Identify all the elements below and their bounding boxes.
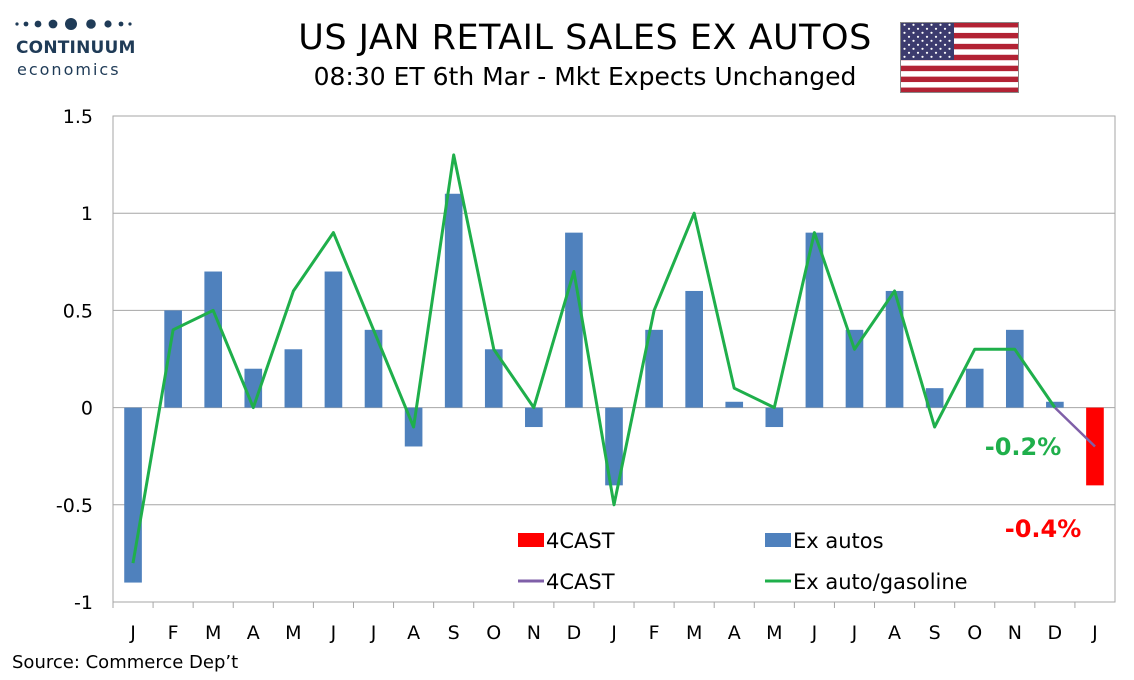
bar-ex-autos xyxy=(605,407,623,486)
bar-ex-autos xyxy=(444,193,463,408)
x-tick-label: M xyxy=(205,622,221,644)
bar-ex-autos xyxy=(364,329,383,408)
x-tick-label: D xyxy=(1048,622,1063,644)
legend-swatch xyxy=(518,533,544,547)
bar-ex-autos xyxy=(525,407,543,428)
y-tick-label: -0.5 xyxy=(56,495,93,517)
y-tick-label: -1 xyxy=(74,592,93,614)
x-tick-label: S xyxy=(929,622,941,644)
legend-label: 4CAST xyxy=(546,570,615,594)
logo-subtitle: economics xyxy=(17,60,121,79)
chart-subtitle: 08:30 ET 6th Mar - Mkt Expects Unchanged xyxy=(313,62,857,91)
x-tick-label: A xyxy=(728,622,741,644)
bar-ex-autos xyxy=(645,329,663,408)
bar-ex-autos xyxy=(1046,401,1064,408)
x-tick-label: J xyxy=(1091,622,1098,644)
chart-title: US JAN RETAIL SALES EX AUTOS xyxy=(298,18,872,58)
x-tick-label: D xyxy=(567,622,582,644)
y-tick-label: 1 xyxy=(81,203,93,225)
legend-label: 4CAST xyxy=(546,529,615,553)
x-tick-label: J xyxy=(370,622,377,644)
bar-ex-autos xyxy=(164,310,182,408)
legend-label: Ex autos xyxy=(793,529,884,553)
x-tick-label: N xyxy=(527,622,541,644)
x-tick-label: M xyxy=(766,622,782,644)
x-tick-label: O xyxy=(967,622,982,644)
logo-name: CONTINUUM xyxy=(16,38,136,58)
bar-ex-autos xyxy=(484,349,503,408)
bar-ex-autos xyxy=(725,401,744,408)
x-tick-label: A xyxy=(888,622,901,644)
bar-ex-autos xyxy=(965,368,984,408)
bar-ex-autos xyxy=(565,232,583,408)
annotation-label: -0.4% xyxy=(1005,515,1082,543)
x-tick-label: F xyxy=(168,622,179,644)
y-tick-label: 1.5 xyxy=(63,106,93,128)
x-tick-label: J xyxy=(851,622,858,644)
bar-ex-autos xyxy=(685,290,703,408)
x-tick-label: O xyxy=(486,622,501,644)
x-tick-label: J xyxy=(610,622,617,644)
bar-ex-autos xyxy=(805,232,824,408)
x-tick-label: M xyxy=(285,622,301,644)
bar-ex-autos xyxy=(885,290,904,408)
bar-ex-autos xyxy=(925,388,944,408)
source-note: Source: Commerce Dep’t xyxy=(12,652,239,673)
x-tick-label: A xyxy=(247,622,260,644)
x-tick-label: J xyxy=(129,622,136,644)
bar-ex-autos xyxy=(1005,329,1024,408)
x-tick-label: J xyxy=(811,622,818,644)
x-tick-label: F xyxy=(649,622,660,644)
annotation-label: -0.2% xyxy=(985,433,1062,461)
x-tick-label: M xyxy=(686,622,702,644)
bar-ex-autos xyxy=(204,271,223,408)
plot-area-border xyxy=(112,115,1116,603)
logo-dots-icon xyxy=(15,18,132,30)
line-4cast xyxy=(1054,406,1096,448)
legend-label: Ex auto/gasoline xyxy=(793,570,968,594)
x-tick-label: N xyxy=(1008,622,1022,644)
bar-ex-autos xyxy=(845,329,864,408)
bar-ex-autos xyxy=(284,349,303,408)
x-tick-label: A xyxy=(407,622,420,644)
x-tick-label: S xyxy=(448,622,460,644)
y-tick-label: 0.5 xyxy=(63,300,93,322)
bar-ex-autos xyxy=(765,407,784,428)
bar-ex-autos xyxy=(324,271,343,408)
x-tick-label: J xyxy=(330,622,337,644)
us-flag-icon xyxy=(900,22,1019,93)
y-tick-label: 0 xyxy=(81,398,93,420)
line-ex-auto-gasoline xyxy=(131,153,1057,564)
legend-swatch xyxy=(765,533,791,547)
